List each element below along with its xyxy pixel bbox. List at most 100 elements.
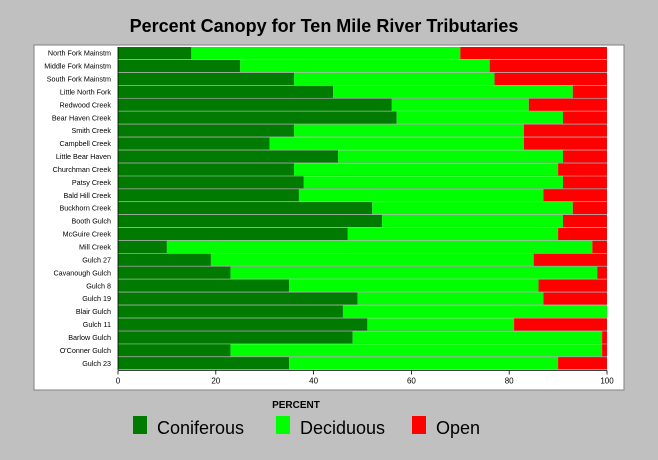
- bar-open-16: [533, 253, 607, 266]
- x-tick-label-4: 80: [505, 377, 514, 386]
- bar-open-8: [562, 150, 607, 163]
- y-tick-label-5: Bear Haven Creek: [52, 113, 112, 122]
- bar-deciduous-17: [230, 266, 598, 279]
- bar-open-24: [558, 357, 607, 370]
- bar-coniferous-17: [118, 266, 231, 279]
- y-tick-label-18: Gulch 8: [86, 281, 111, 290]
- bar-open-23: [602, 344, 607, 357]
- y-tick-label-9: Churchman Creek: [53, 165, 112, 174]
- bar-open-11: [543, 189, 607, 202]
- bar-open-13: [562, 214, 607, 228]
- bar-coniferous-13: [118, 214, 383, 228]
- legend-swatch-open: [412, 416, 426, 434]
- bar-deciduous-6: [294, 124, 524, 137]
- bar-deciduous-23: [230, 344, 603, 357]
- bar-coniferous-8: [118, 150, 339, 163]
- y-tick-label-8: Little Bear Haven: [56, 152, 111, 161]
- bar-coniferous-24: [118, 357, 290, 370]
- bar-coniferous-21: [118, 318, 368, 331]
- y-tick-label-10: Patsy Creek: [72, 178, 112, 187]
- bar-open-1: [489, 59, 607, 73]
- bar-open-18: [538, 279, 607, 292]
- bar-deciduous-7: [269, 137, 524, 150]
- y-tick-label-12: Buckhorn Creek: [59, 204, 111, 213]
- y-tick-label-20: Blair Gulch: [76, 307, 111, 316]
- bar-open-2: [494, 72, 607, 86]
- bar-deciduous-8: [338, 150, 563, 163]
- bar-open-12: [572, 202, 607, 215]
- bar-deciduous-1: [240, 59, 490, 73]
- bar-deciduous-11: [298, 189, 544, 202]
- y-tick-label-7: Campbell Creek: [59, 139, 111, 148]
- x-tick-label-0: 0: [116, 377, 121, 386]
- bar-open-0: [460, 47, 607, 60]
- legend-swatch-coniferous: [133, 416, 147, 434]
- bar-coniferous-9: [118, 163, 295, 176]
- y-tick-label-1: Middle Fork Mainstm: [44, 62, 111, 71]
- bar-open-22: [602, 331, 607, 344]
- bar-deciduous-5: [396, 111, 563, 124]
- bar-open-3: [572, 85, 607, 98]
- bar-open-9: [558, 163, 607, 176]
- bar-deciduous-4: [391, 98, 529, 111]
- y-tick-label-24: Gulch 23: [82, 359, 111, 368]
- bar-coniferous-10: [118, 176, 304, 189]
- bar-deciduous-0: [191, 47, 461, 60]
- bar-open-19: [543, 292, 607, 305]
- y-tick-label-4: Redwood Creek: [59, 100, 111, 109]
- x-axis: 0 20 40 60 80 100: [116, 47, 614, 386]
- legend: Coniferous Deciduous Open: [133, 416, 480, 438]
- bar-open-5: [562, 111, 607, 124]
- bar-deciduous-19: [357, 292, 544, 305]
- y-tick-label-14: McGuire Creek: [63, 230, 112, 239]
- y-tick-label-3: Little North Fork: [60, 87, 112, 96]
- y-tick-label-16: Gulch 27: [82, 255, 111, 264]
- bar-open-4: [528, 98, 607, 111]
- y-tick-label-2: South Fork Mainstm: [47, 75, 111, 84]
- bar-coniferous-11: [118, 189, 299, 202]
- legend-label-deciduous: Deciduous: [300, 418, 385, 438]
- bar-coniferous-16: [118, 253, 211, 266]
- bar-open-14: [558, 227, 607, 241]
- y-tick-labels: North Fork Mainstm Middle Fork Mainstm Sou…: [44, 49, 111, 368]
- bar-deciduous-22: [352, 331, 603, 344]
- bar-coniferous-1: [118, 59, 241, 73]
- bar-open-7: [523, 137, 607, 150]
- x-axis-label: PERCENT: [272, 400, 320, 411]
- bar-deciduous-10: [303, 176, 563, 189]
- bar-deciduous-12: [372, 202, 573, 215]
- x-tick-label-3: 60: [407, 377, 416, 386]
- bar-coniferous-7: [118, 137, 270, 150]
- bar-deciduous-20: [342, 305, 607, 318]
- bar-coniferous-5: [118, 111, 397, 124]
- bar-deciduous-3: [333, 85, 573, 98]
- bar-coniferous-14: [118, 227, 348, 241]
- bar-deciduous-16: [210, 253, 534, 266]
- bars-group: [118, 47, 607, 370]
- bar-coniferous-3: [118, 85, 334, 98]
- legend-label-coniferous: Coniferous: [157, 418, 244, 438]
- y-tick-label-13: Booth Gulch: [71, 217, 111, 226]
- bar-coniferous-19: [118, 292, 358, 305]
- bar-coniferous-6: [118, 124, 295, 137]
- bar-coniferous-22: [118, 331, 353, 344]
- bar-coniferous-0: [118, 47, 192, 60]
- bar-deciduous-13: [382, 214, 563, 228]
- y-tick-label-6: Smith Creek: [71, 126, 111, 135]
- x-tick-label-2: 40: [309, 377, 318, 386]
- bar-coniferous-2: [118, 72, 295, 86]
- y-tick-label-19: Gulch 19: [82, 294, 111, 303]
- y-tick-label-21: Gulch 11: [83, 320, 111, 329]
- bar-deciduous-24: [289, 357, 559, 370]
- bar-coniferous-4: [118, 98, 392, 111]
- y-tick-label-22: Barlow Gulch: [68, 333, 111, 342]
- bar-coniferous-15: [118, 240, 167, 253]
- y-tick-label-15: Mill Creek: [79, 243, 111, 252]
- bar-open-10: [562, 176, 607, 189]
- x-tick-label-5: 100: [600, 377, 614, 386]
- x-tick-label-1: 20: [211, 377, 220, 386]
- legend-swatch-deciduous: [276, 416, 290, 434]
- bar-deciduous-18: [289, 279, 539, 292]
